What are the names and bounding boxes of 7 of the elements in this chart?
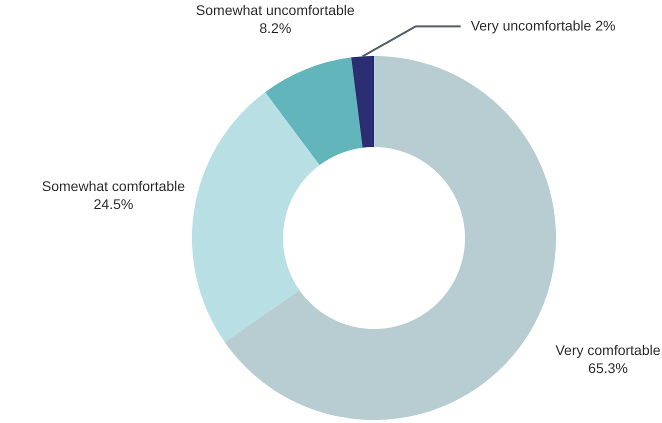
slice-label: Very uncomfortable 2% <box>470 17 616 34</box>
data-label: 24.5% <box>94 196 134 212</box>
slice-label: Somewhat uncomfortable <box>196 2 355 18</box>
data-label: 8.2% <box>259 20 292 36</box>
data-label: 65.3% <box>588 360 628 376</box>
slice-label: Very comfortable <box>555 342 661 358</box>
slice-label: Somewhat comfortable <box>42 178 186 194</box>
